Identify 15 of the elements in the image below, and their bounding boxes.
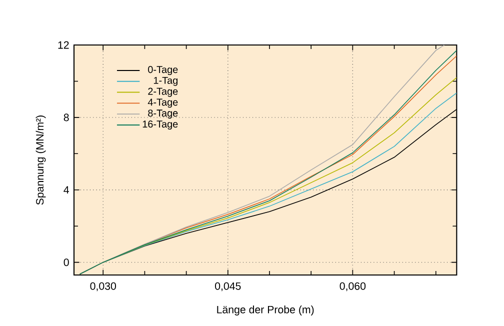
legend-label: 2-Tage <box>148 88 178 97</box>
y-tick-label: 12 <box>58 41 69 49</box>
y-tick-label: 0 <box>64 258 69 266</box>
x-tick-label: 0,030 <box>90 282 116 292</box>
x-tick-label: 0,060 <box>340 282 366 292</box>
legend-label: 0-Tage <box>148 66 178 76</box>
x-tick-label: 0,045 <box>215 282 241 292</box>
legend-label: 4-Tage <box>148 98 178 108</box>
y-tick-label: 8 <box>64 114 69 122</box>
legend-label: 16-Tage <box>142 120 178 130</box>
y-axis-title: Spannung (MN/m²) <box>36 116 46 205</box>
legend-label: 8-Tage <box>148 110 178 119</box>
legend-label: 1-Tag <box>154 76 178 86</box>
x-axis-title: Länge der Probe (m) <box>217 306 314 316</box>
y-tick-label: 4 <box>64 186 69 194</box>
